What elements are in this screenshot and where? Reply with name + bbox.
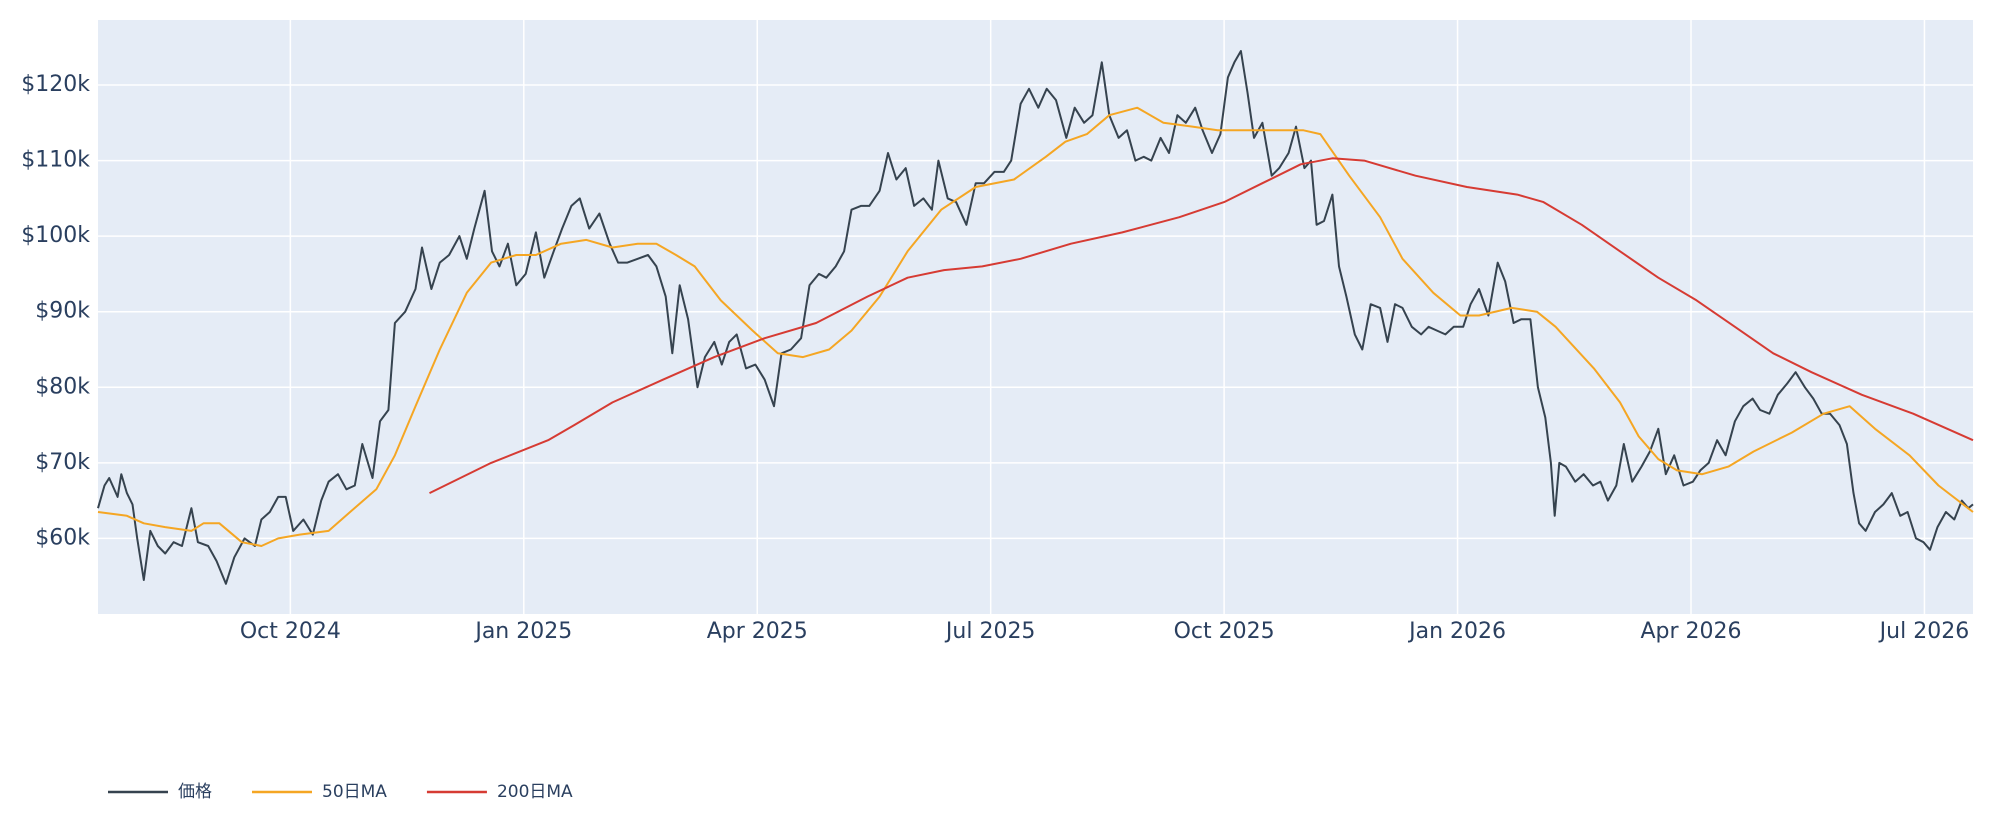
series-line bbox=[429, 157, 1974, 494]
y-tick-label: $120k bbox=[21, 72, 90, 97]
x-tick-label: Jul 2026 bbox=[1878, 619, 1970, 644]
legend-label[interactable]: 200日MA bbox=[497, 782, 573, 802]
x-tick-label: Oct 2024 bbox=[240, 619, 341, 644]
series-line bbox=[97, 50, 1974, 585]
y-tick-label: $60k bbox=[35, 525, 90, 550]
x-tick-label: Jan 2026 bbox=[1407, 619, 1506, 644]
y-tick-label: $80k bbox=[35, 374, 90, 399]
y-tick-label: $100k bbox=[21, 223, 90, 248]
x-tick-label: Jan 2025 bbox=[473, 619, 572, 644]
series-line bbox=[97, 106, 1974, 547]
x-tick-label: Jul 2025 bbox=[944, 619, 1036, 644]
y-tick-label: $110k bbox=[21, 148, 90, 173]
x-tick-label: Apr 2025 bbox=[707, 619, 808, 644]
y-tick-label: $90k bbox=[35, 299, 90, 324]
y-tick-label: $70k bbox=[35, 450, 90, 475]
x-tick-label: Apr 2026 bbox=[1640, 619, 1741, 644]
plot-area bbox=[98, 20, 1973, 614]
legend-label[interactable]: 価格 bbox=[178, 782, 212, 802]
legend-label[interactable]: 50日MA bbox=[322, 782, 387, 802]
x-tick-label: Oct 2025 bbox=[1174, 619, 1275, 644]
